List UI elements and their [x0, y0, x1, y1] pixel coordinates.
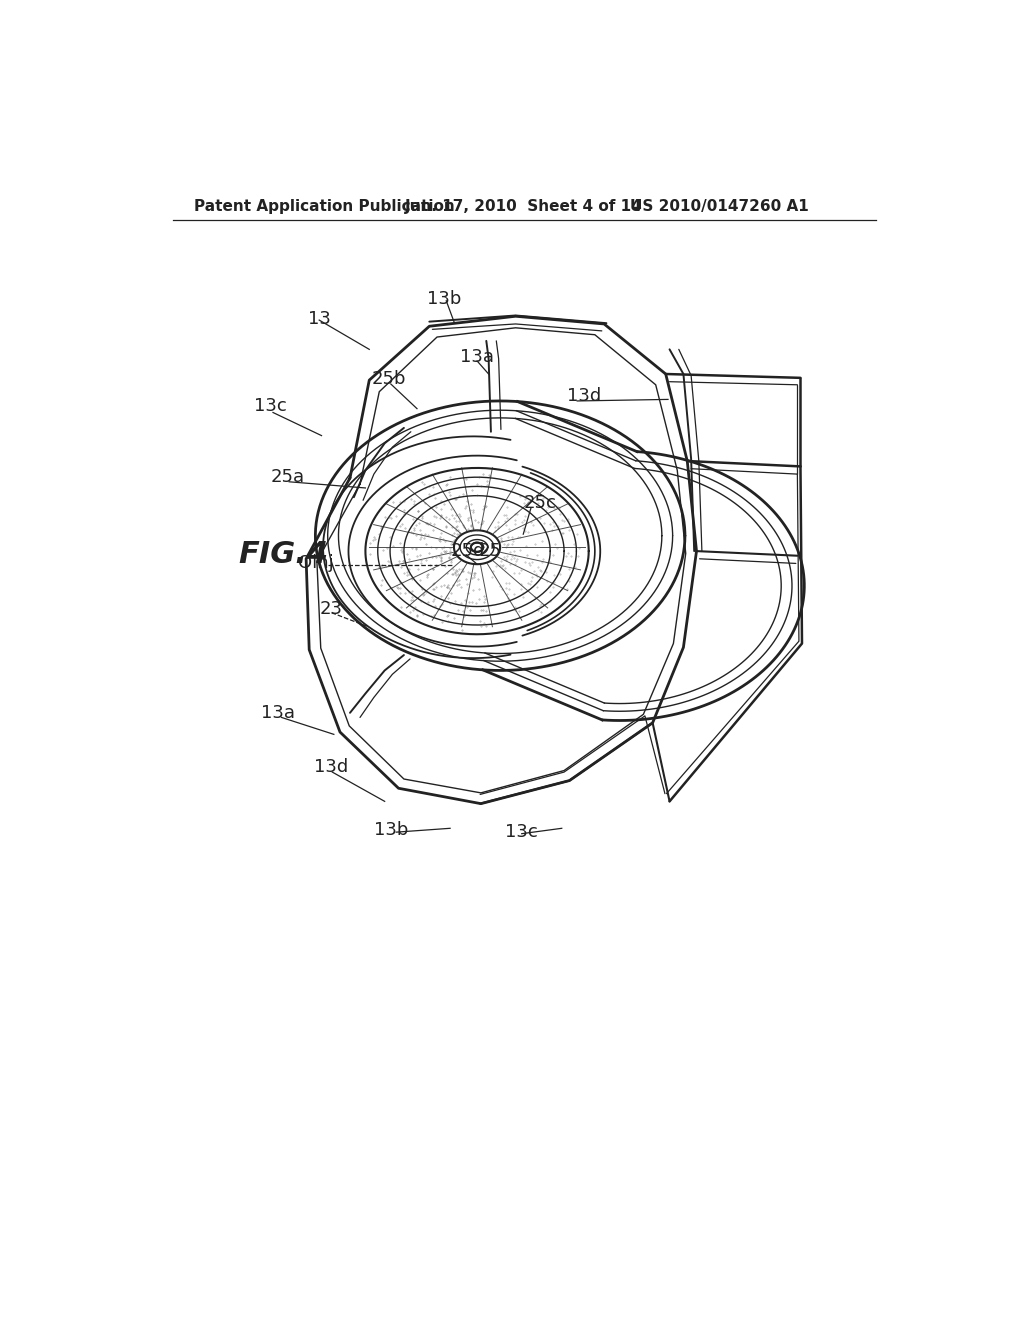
Text: 13c: 13c — [505, 824, 538, 841]
Text: 25c: 25c — [523, 495, 556, 512]
Text: 13a: 13a — [460, 348, 495, 366]
Text: 23: 23 — [319, 599, 342, 618]
Text: 25a: 25a — [270, 469, 305, 486]
Text: 13d: 13d — [567, 387, 601, 404]
Text: 25b: 25b — [372, 371, 407, 388]
Text: FIG.4: FIG.4 — [239, 540, 329, 569]
Text: US 2010/0147260 A1: US 2010/0147260 A1 — [630, 199, 808, 214]
Text: 13c: 13c — [254, 397, 287, 416]
Text: 13d: 13d — [313, 758, 348, 776]
Text: Patent Application Publication: Patent Application Publication — [194, 199, 455, 214]
Text: 13: 13 — [307, 310, 331, 327]
Text: 25: 25 — [478, 543, 502, 560]
Text: 13b: 13b — [427, 289, 462, 308]
Text: Jun. 17, 2010  Sheet 4 of 14: Jun. 17, 2010 Sheet 4 of 14 — [404, 199, 642, 214]
Text: 25d: 25d — [451, 543, 485, 560]
Text: Oinj: Oinj — [298, 554, 334, 573]
Text: 13b: 13b — [374, 821, 409, 838]
Text: 13a: 13a — [261, 704, 296, 722]
